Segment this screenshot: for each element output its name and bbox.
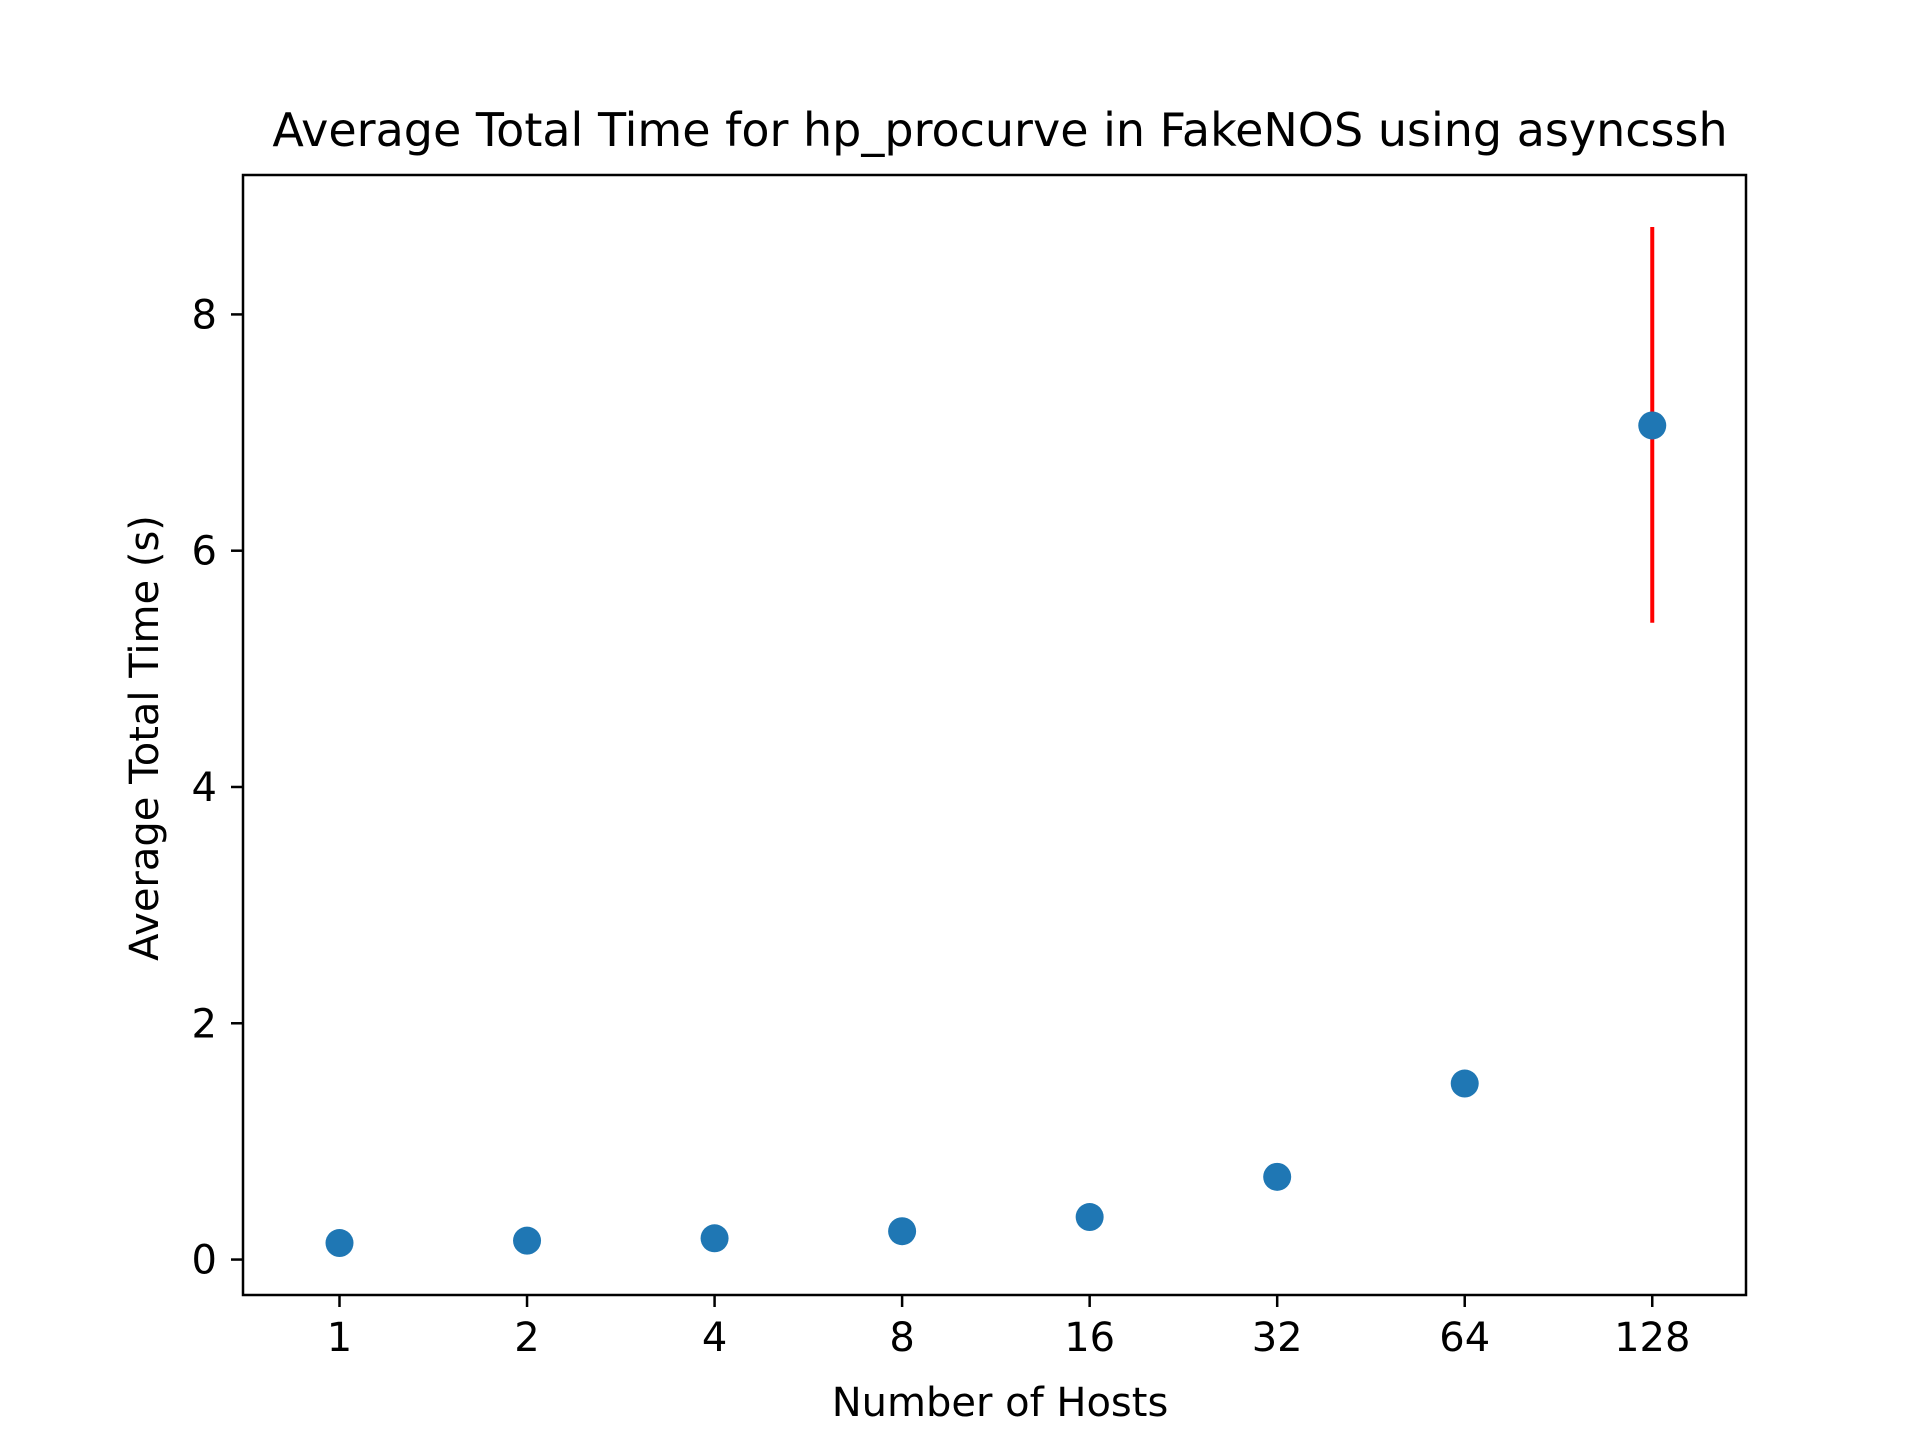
x-tick-label: 4: [702, 1315, 727, 1361]
y-tick-label: 8: [192, 292, 217, 338]
data-point: [888, 1217, 917, 1246]
plot-area: 1 2 4 8 16 32 64 128 0 2 4 6 8: [192, 173, 1748, 1361]
data-point: [1263, 1162, 1292, 1191]
x-axis-label: Number of Hosts: [832, 1380, 1169, 1426]
axes-frame: [241, 173, 1748, 1297]
y-axis-label: Average Total Time (s): [122, 515, 168, 961]
data-point: [1450, 1069, 1479, 1098]
x-tick-label: 16: [1064, 1315, 1115, 1361]
data-point: [513, 1226, 542, 1255]
x-tick-label: 8: [889, 1315, 914, 1361]
y-tick-label: 6: [192, 529, 217, 575]
chart-title: Average Total Time for hp_procurve in Fa…: [272, 103, 1727, 157]
data-point: [1638, 411, 1667, 440]
x-tick-label: 1: [327, 1315, 352, 1361]
data-point: [700, 1224, 729, 1253]
data-point: [325, 1229, 354, 1258]
x-tick-label: 2: [514, 1315, 539, 1361]
y-tick-label: 2: [192, 1001, 217, 1047]
y-tick-label: 4: [192, 765, 217, 811]
x-tick-label: 128: [1614, 1315, 1690, 1361]
x-tick-label: 32: [1252, 1315, 1303, 1361]
data-point: [1075, 1203, 1104, 1232]
x-tick-label: 64: [1439, 1315, 1490, 1361]
y-tick-label: 0: [192, 1238, 217, 1284]
